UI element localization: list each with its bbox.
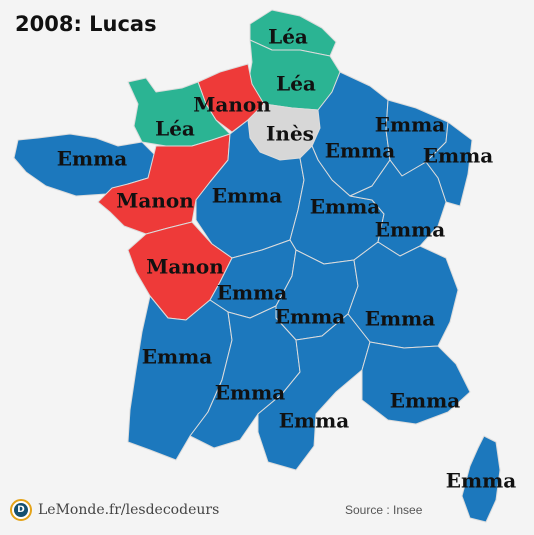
region-label-languedoc: Emma (279, 409, 350, 433)
region-label-poitou-charentes: Manon (146, 255, 224, 279)
region-label-limousin: Emma (217, 281, 288, 305)
region-label-franche-comte: Emma (375, 218, 446, 242)
region-label-champagne: Emma (325, 139, 396, 163)
region-label-alsace: Emma (423, 144, 494, 168)
region-label-picardie: Léa (276, 72, 316, 96)
region-label-bretagne: Emma (57, 147, 128, 171)
regions-layer (13, 9, 501, 523)
map-title: 2008: Lucas (15, 12, 157, 36)
region-label-nord: Léa (268, 25, 308, 49)
region-label-aquitaine: Emma (142, 345, 213, 369)
region-label-ile-de-france: Inès (266, 122, 314, 146)
region-corse (461, 435, 501, 523)
region-franche-comte (349, 159, 447, 257)
footer-brand[interactable]: D LeMonde.fr/lesdecodeurs (10, 497, 219, 523)
region-label-paca: Emma (390, 389, 461, 413)
lesdecodeurs-logo-icon: D (10, 499, 32, 521)
region-languedoc (257, 313, 371, 471)
region-rhone-alpes (347, 241, 459, 349)
logo-letter: D (14, 503, 28, 517)
region-label-haute-normandie: Manon (193, 93, 271, 117)
region-label-midi-pyrenees: Emma (215, 381, 286, 405)
region-label-pays-de-la-loire: Manon (116, 189, 194, 213)
region-label-bourgogne: Emma (310, 195, 381, 219)
region-label-auvergne: Emma (275, 305, 346, 329)
region-label-rhone-alpes: Emma (365, 307, 436, 331)
region-label-basse-normandie: Léa (155, 117, 195, 141)
region-label-corse: Emma (446, 469, 517, 493)
region-label-lorraine: Emma (375, 113, 446, 137)
region-paca (361, 341, 471, 425)
brand-link[interactable]: LeMonde.fr/lesdecodeurs (38, 502, 220, 518)
region-label-centre: Emma (212, 184, 283, 208)
source-note: Source : Insee (345, 503, 423, 517)
